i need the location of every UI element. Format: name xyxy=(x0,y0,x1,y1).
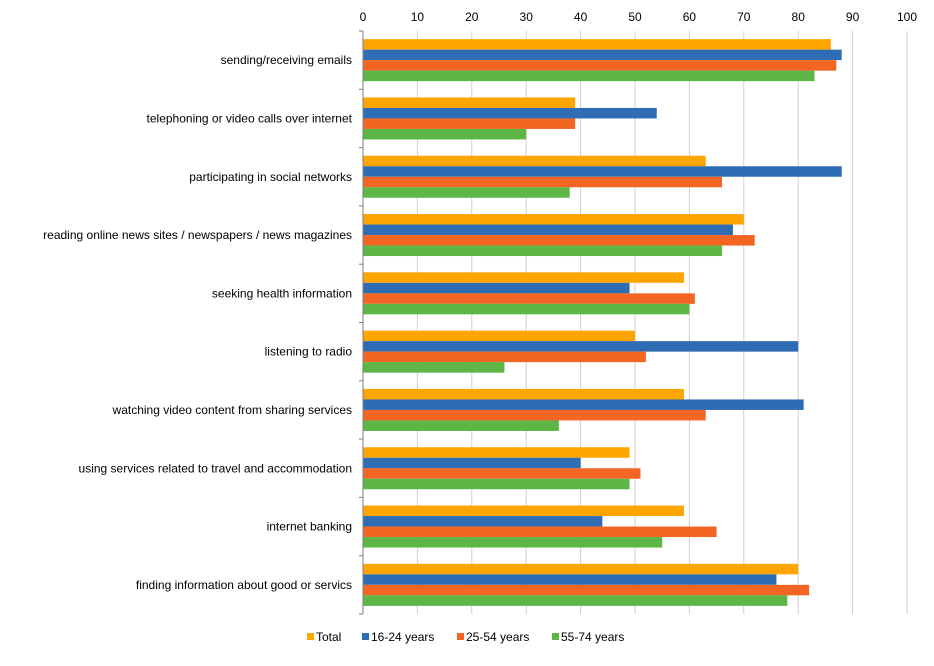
bar-16-24-years-7 xyxy=(363,457,581,469)
x-tick-label: 90 xyxy=(846,10,860,24)
bar-total-8 xyxy=(363,505,684,517)
bar-55-74-years-3 xyxy=(363,245,723,257)
x-tick-label: 20 xyxy=(465,10,479,24)
bar-25-54-years-2 xyxy=(363,176,723,188)
bar-16-24-years-0 xyxy=(363,49,842,61)
legend: Total 16-24 years 25-54 years 55-74 years xyxy=(307,630,624,644)
bar-25-54-years-9 xyxy=(363,584,810,596)
bar-16-24-years-9 xyxy=(363,574,777,585)
bar-16-24-years-6 xyxy=(363,399,804,410)
category-label: listening to radio xyxy=(265,345,353,359)
legend-label: 55-74 years xyxy=(561,630,624,644)
x-tick-label: 60 xyxy=(683,10,697,24)
x-tick-label: 40 xyxy=(574,10,588,24)
bar-55-74-years-6 xyxy=(363,420,559,431)
bar-total-7 xyxy=(363,447,630,458)
bar-total-0 xyxy=(363,39,831,50)
bar-55-74-years-7 xyxy=(363,478,630,490)
x-tick-label: 50 xyxy=(628,10,642,24)
legend-label: 25-54 years xyxy=(466,630,529,644)
bar-total-1 xyxy=(363,97,576,108)
bar-16-24-years-1 xyxy=(363,107,657,119)
bar-total-5 xyxy=(363,330,635,342)
bar-16-24-years-4 xyxy=(363,282,630,294)
bar-25-54-years-0 xyxy=(363,60,837,71)
bar-25-54-years-6 xyxy=(363,409,706,421)
category-label: telephoning or video calls over internet xyxy=(147,111,353,125)
bar-25-54-years-3 xyxy=(363,235,755,246)
category-label: watching video content from sharing serv… xyxy=(112,403,352,417)
bar-total-4 xyxy=(363,272,684,283)
category-label: sending/receiving emails xyxy=(221,53,352,67)
bar-total-6 xyxy=(363,388,684,400)
bar-25-54-years-4 xyxy=(363,293,695,304)
x-tick-label: 30 xyxy=(520,10,534,24)
bar-25-54-years-7 xyxy=(363,468,641,479)
x-tick-label: 0 xyxy=(360,10,367,24)
bar-16-24-years-5 xyxy=(363,341,799,352)
legend-swatch xyxy=(457,633,464,640)
legend-swatch xyxy=(552,633,559,640)
legend-label: Total xyxy=(316,630,341,644)
bar-total-3 xyxy=(363,214,744,225)
category-label: seeking health information xyxy=(212,286,352,300)
bar-16-24-years-8 xyxy=(363,516,603,527)
legend-label: 16-24 years xyxy=(371,630,434,644)
bar-16-24-years-2 xyxy=(363,166,842,177)
category-label: finding information about good or servic… xyxy=(136,578,352,592)
bar-total-2 xyxy=(363,155,706,167)
x-tick-label: 10 xyxy=(411,10,425,24)
category-label: participating in social networks xyxy=(189,170,352,184)
category-label: using services related to travel and acc… xyxy=(79,461,352,475)
category-label: reading online news sites / newspapers /… xyxy=(43,228,352,242)
x-tick-label: 80 xyxy=(792,10,806,24)
bar-25-54-years-1 xyxy=(363,118,576,129)
bar-total-9 xyxy=(363,563,799,575)
bar-55-74-years-9 xyxy=(363,595,788,606)
axis-layer: 0 10 20 30 40 50 60 70 80 90 100 sending/receiving … xyxy=(43,10,917,615)
bar-55-74-years-2 xyxy=(363,187,570,198)
bar-55-74-years-4 xyxy=(363,303,690,315)
x-tick-label: 100 xyxy=(897,10,917,24)
bar-16-24-years-3 xyxy=(363,224,733,236)
bar-25-54-years-8 xyxy=(363,526,717,538)
bar-55-74-years-0 xyxy=(363,70,815,82)
category-label: internet banking xyxy=(267,520,352,534)
bar-layer xyxy=(363,39,842,606)
x-tick-label: 70 xyxy=(737,10,751,24)
bar-55-74-years-5 xyxy=(363,362,505,373)
bar-25-54-years-5 xyxy=(363,351,646,363)
legend-swatch xyxy=(362,633,369,640)
legend-swatch xyxy=(307,633,314,640)
bar-55-74-years-1 xyxy=(363,128,527,140)
bar-55-74-years-8 xyxy=(363,537,663,548)
